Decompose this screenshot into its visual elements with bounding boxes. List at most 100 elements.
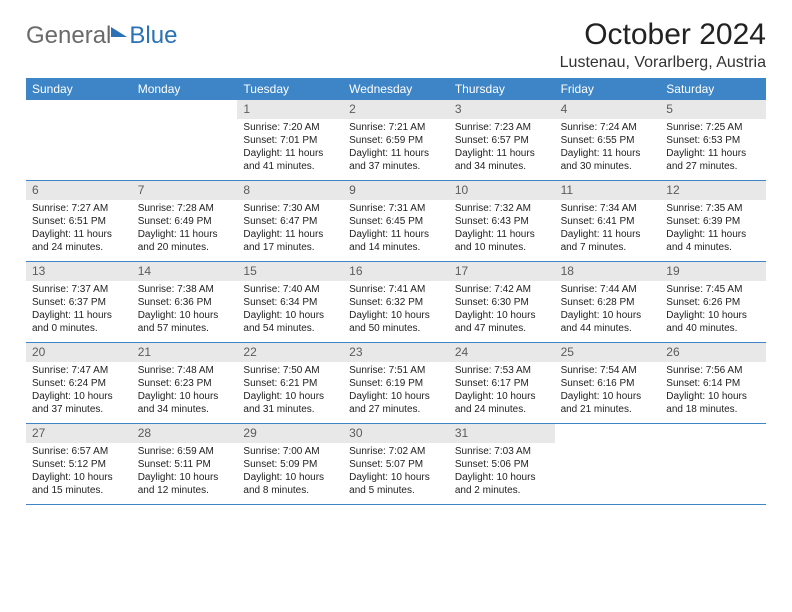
calendar-day-cell: 20Sunrise: 7:47 AMSunset: 6:24 PMDayligh…	[26, 343, 132, 423]
day-number: 17	[449, 262, 555, 281]
daylight-line2: and 7 minutes.	[561, 242, 655, 255]
title-block: October 2024 Lustenau, Vorarlberg, Austr…	[560, 18, 766, 72]
daylight-line2: and 24 minutes.	[455, 404, 549, 417]
calendar-day-cell: 19Sunrise: 7:45 AMSunset: 6:26 PMDayligh…	[660, 262, 766, 342]
daylight-line1: Daylight: 10 hours	[561, 391, 655, 404]
day-number: 11	[555, 181, 661, 200]
sunrise-text: Sunrise: 7:51 AM	[349, 365, 443, 378]
sunrise-text: Sunrise: 7:40 AM	[243, 284, 337, 297]
sunset-text: Sunset: 6:45 PM	[349, 216, 443, 229]
sunrise-text: Sunrise: 7:41 AM	[349, 284, 443, 297]
calendar-day-cell: 15Sunrise: 7:40 AMSunset: 6:34 PMDayligh…	[237, 262, 343, 342]
day-info: Sunrise: 7:02 AMSunset: 5:07 PMDaylight:…	[343, 443, 449, 504]
day-info: Sunrise: 7:56 AMSunset: 6:14 PMDaylight:…	[660, 362, 766, 423]
sunset-text: Sunset: 6:55 PM	[561, 135, 655, 148]
calendar-day-cell: 28Sunrise: 6:59 AMSunset: 5:11 PMDayligh…	[132, 424, 238, 504]
day-info: Sunrise: 7:50 AMSunset: 6:21 PMDaylight:…	[237, 362, 343, 423]
weekday-header: Friday	[555, 78, 661, 100]
brand-triangle-icon	[111, 27, 127, 37]
sunset-text: Sunset: 6:53 PM	[666, 135, 760, 148]
daylight-line1: Daylight: 10 hours	[666, 391, 760, 404]
calendar-day-cell: 29Sunrise: 7:00 AMSunset: 5:09 PMDayligh…	[237, 424, 343, 504]
sunset-text: Sunset: 6:37 PM	[32, 297, 126, 310]
day-number: 27	[26, 424, 132, 443]
sunrise-text: Sunrise: 7:32 AM	[455, 203, 549, 216]
brand-part1: General	[26, 22, 111, 50]
daylight-line2: and 20 minutes.	[138, 242, 232, 255]
weekday-header: Thursday	[449, 78, 555, 100]
daylight-line1: Daylight: 11 hours	[243, 148, 337, 161]
daylight-line2: and 21 minutes.	[561, 404, 655, 417]
day-info: Sunrise: 7:32 AMSunset: 6:43 PMDaylight:…	[449, 200, 555, 261]
daylight-line1: Daylight: 11 hours	[666, 229, 760, 242]
calendar-day-cell: 24Sunrise: 7:53 AMSunset: 6:17 PMDayligh…	[449, 343, 555, 423]
sunset-text: Sunset: 6:14 PM	[666, 378, 760, 391]
day-info: Sunrise: 7:25 AMSunset: 6:53 PMDaylight:…	[660, 119, 766, 180]
month-title: October 2024	[560, 18, 766, 52]
sunset-text: Sunset: 6:26 PM	[666, 297, 760, 310]
daylight-line2: and 27 minutes.	[349, 404, 443, 417]
sunset-text: Sunset: 6:17 PM	[455, 378, 549, 391]
daylight-line1: Daylight: 11 hours	[666, 148, 760, 161]
sunrise-text: Sunrise: 7:56 AM	[666, 365, 760, 378]
daylight-line1: Daylight: 10 hours	[349, 472, 443, 485]
daylight-line1: Daylight: 10 hours	[32, 391, 126, 404]
daylight-line1: Daylight: 10 hours	[138, 310, 232, 323]
day-info: Sunrise: 7:31 AMSunset: 6:45 PMDaylight:…	[343, 200, 449, 261]
calendar-day-cell: 11Sunrise: 7:34 AMSunset: 6:41 PMDayligh…	[555, 181, 661, 261]
sunrise-text: Sunrise: 7:34 AM	[561, 203, 655, 216]
daylight-line2: and 8 minutes.	[243, 485, 337, 498]
day-info: Sunrise: 7:47 AMSunset: 6:24 PMDaylight:…	[26, 362, 132, 423]
sunrise-text: Sunrise: 7:23 AM	[455, 122, 549, 135]
daylight-line2: and 2 minutes.	[455, 485, 549, 498]
calendar-blank-cell	[132, 100, 238, 180]
calendar-day-cell: 12Sunrise: 7:35 AMSunset: 6:39 PMDayligh…	[660, 181, 766, 261]
day-number: 29	[237, 424, 343, 443]
day-number: 28	[132, 424, 238, 443]
calendar-body: 1Sunrise: 7:20 AMSunset: 7:01 PMDaylight…	[26, 100, 766, 505]
calendar-day-cell: 26Sunrise: 7:56 AMSunset: 6:14 PMDayligh…	[660, 343, 766, 423]
calendar-day-cell: 8Sunrise: 7:30 AMSunset: 6:47 PMDaylight…	[237, 181, 343, 261]
sunset-text: Sunset: 6:43 PM	[455, 216, 549, 229]
daylight-line1: Daylight: 11 hours	[561, 229, 655, 242]
sunset-text: Sunset: 6:32 PM	[349, 297, 443, 310]
daylight-line2: and 54 minutes.	[243, 323, 337, 336]
sunrise-text: Sunrise: 7:35 AM	[666, 203, 760, 216]
daylight-line1: Daylight: 11 hours	[561, 148, 655, 161]
calendar-day-cell: 25Sunrise: 7:54 AMSunset: 6:16 PMDayligh…	[555, 343, 661, 423]
day-info: Sunrise: 7:35 AMSunset: 6:39 PMDaylight:…	[660, 200, 766, 261]
sunrise-text: Sunrise: 7:28 AM	[138, 203, 232, 216]
sunset-text: Sunset: 6:19 PM	[349, 378, 443, 391]
day-number: 19	[660, 262, 766, 281]
sunrise-text: Sunrise: 7:00 AM	[243, 446, 337, 459]
sunrise-text: Sunrise: 7:45 AM	[666, 284, 760, 297]
sunrise-text: Sunrise: 7:25 AM	[666, 122, 760, 135]
calendar-day-cell: 9Sunrise: 7:31 AMSunset: 6:45 PMDaylight…	[343, 181, 449, 261]
calendar-day-cell: 13Sunrise: 7:37 AMSunset: 6:37 PMDayligh…	[26, 262, 132, 342]
sunset-text: Sunset: 6:59 PM	[349, 135, 443, 148]
day-info: Sunrise: 7:34 AMSunset: 6:41 PMDaylight:…	[555, 200, 661, 261]
sunrise-text: Sunrise: 7:30 AM	[243, 203, 337, 216]
calendar-week-row: 1Sunrise: 7:20 AMSunset: 7:01 PMDaylight…	[26, 100, 766, 181]
daylight-line1: Daylight: 10 hours	[455, 472, 549, 485]
calendar-week-row: 13Sunrise: 7:37 AMSunset: 6:37 PMDayligh…	[26, 262, 766, 343]
weekday-header: Tuesday	[237, 78, 343, 100]
day-number: 9	[343, 181, 449, 200]
daylight-line1: Daylight: 11 hours	[349, 148, 443, 161]
daylight-line2: and 37 minutes.	[32, 404, 126, 417]
calendar-day-cell: 18Sunrise: 7:44 AMSunset: 6:28 PMDayligh…	[555, 262, 661, 342]
day-info: Sunrise: 7:51 AMSunset: 6:19 PMDaylight:…	[343, 362, 449, 423]
day-info: Sunrise: 7:23 AMSunset: 6:57 PMDaylight:…	[449, 119, 555, 180]
sunrise-text: Sunrise: 7:24 AM	[561, 122, 655, 135]
daylight-line2: and 44 minutes.	[561, 323, 655, 336]
day-number: 24	[449, 343, 555, 362]
day-info: Sunrise: 7:42 AMSunset: 6:30 PMDaylight:…	[449, 281, 555, 342]
daylight-line2: and 10 minutes.	[455, 242, 549, 255]
day-info: Sunrise: 7:45 AMSunset: 6:26 PMDaylight:…	[660, 281, 766, 342]
day-info: Sunrise: 7:20 AMSunset: 7:01 PMDaylight:…	[237, 119, 343, 180]
sunset-text: Sunset: 5:09 PM	[243, 459, 337, 472]
weekday-header: Wednesday	[343, 78, 449, 100]
sunset-text: Sunset: 5:06 PM	[455, 459, 549, 472]
calendar-day-cell: 27Sunrise: 6:57 AMSunset: 5:12 PMDayligh…	[26, 424, 132, 504]
daylight-line1: Daylight: 11 hours	[455, 148, 549, 161]
